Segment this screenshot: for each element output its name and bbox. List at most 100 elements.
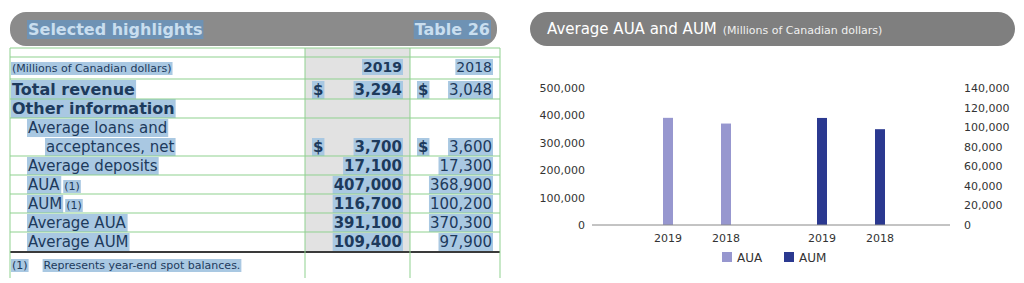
category-label: 2019	[654, 232, 682, 245]
tick-label: 100,000	[540, 192, 586, 205]
category-label: 2018	[866, 232, 894, 245]
table: Selected highlights Table 26 (Millions of …	[10, 12, 500, 278]
column-header: (Millions of Canadian dollars)	[12, 62, 172, 75]
selection-highlight	[417, 81, 429, 99]
bars	[663, 118, 885, 225]
header-bar	[10, 12, 497, 46]
legend-label: AUM	[799, 251, 826, 265]
cell-value: 3,600	[449, 138, 492, 156]
selection-highlight	[354, 138, 403, 156]
selection-highlight	[27, 214, 128, 232]
selection-highlight	[27, 176, 61, 194]
tick-label: 80,000	[964, 141, 1003, 154]
row-label: acceptances, net	[46, 138, 175, 156]
x-axis	[592, 225, 950, 226]
tick-label: 120,000	[964, 102, 1010, 115]
column-header: 2018	[456, 59, 492, 75]
row-label: Average AUM	[28, 233, 129, 251]
selection-highlight	[417, 138, 429, 156]
category-label: 2019	[808, 232, 836, 245]
chart-header-bar	[530, 12, 1015, 46]
column-rule	[10, 48, 11, 278]
cell-value: 116,700	[334, 195, 402, 213]
selection-highlight	[45, 138, 176, 156]
selection-highlight	[27, 195, 63, 213]
selection-highlight	[65, 199, 83, 212]
selection-highlight	[429, 176, 493, 194]
cell-value: 407,000	[334, 176, 402, 194]
selection-highlight	[11, 80, 136, 99]
row-label: Average loans and	[28, 119, 167, 137]
column-rule	[500, 48, 501, 278]
selection-highlight	[429, 214, 493, 232]
bar	[875, 129, 885, 225]
selection-highlight	[362, 59, 403, 75]
bar	[721, 124, 731, 225]
tick-label: 0	[964, 219, 971, 232]
row-label: AUM	[28, 195, 62, 213]
selection-highlight	[414, 20, 491, 39]
selection-highlight	[11, 259, 29, 272]
selection-highlight	[63, 180, 81, 193]
cell-value: 391,100	[334, 214, 402, 232]
column-rule	[305, 48, 306, 278]
row-rule	[10, 175, 500, 176]
row-rule	[10, 118, 500, 119]
row-rule	[10, 79, 500, 80]
selection-highlight	[333, 233, 403, 251]
chart-subtitle: (Millions of Canadian dollars)	[723, 24, 883, 37]
tick-label: 300,000	[540, 137, 586, 150]
footnote-text: Represents year-end spot balances.	[44, 259, 241, 272]
selection-highlight	[27, 157, 159, 175]
footnote-ref: (1)	[64, 180, 80, 193]
selection-highlight	[439, 157, 494, 175]
selection-highlight	[27, 119, 168, 137]
selection-highlight	[312, 138, 324, 156]
selection-highlight	[333, 195, 403, 213]
legend-swatch	[722, 252, 732, 262]
tick-label: 40,000	[964, 180, 1003, 193]
column-rule	[410, 48, 411, 278]
selection-highlight	[43, 259, 242, 272]
row-rule	[10, 99, 500, 100]
selection-highlight	[343, 157, 403, 175]
tick-label: 400,000	[540, 109, 586, 122]
cell-value: 368,900	[430, 176, 492, 194]
selection-highlight	[455, 59, 493, 75]
legend-label: AUA	[737, 251, 763, 265]
currency: $	[313, 81, 323, 99]
chart: Average AUA and AUM(Millions of Canadian…	[530, 12, 1015, 265]
selection-highlight	[429, 195, 493, 213]
tick-label: 20,000	[964, 199, 1003, 212]
selection-highlight	[333, 214, 403, 232]
cell-value: 3,294	[355, 81, 402, 99]
category-label: 2018	[712, 232, 740, 245]
row-rule	[10, 156, 500, 157]
tick-label: 100,000	[964, 121, 1010, 134]
footnote-ref: (1)	[66, 199, 82, 212]
row-label: Average deposits	[28, 157, 158, 175]
selection-highlight	[11, 62, 173, 75]
row-label: AUA	[28, 176, 60, 194]
table-title: Selected highlights	[28, 20, 202, 39]
cell-value: 109,400	[334, 233, 402, 251]
row-label: Average AUA	[28, 214, 127, 232]
tick-label: 60,000	[964, 160, 1003, 173]
row-rule	[10, 48, 500, 49]
tick-label: 200,000	[540, 164, 586, 177]
selection-highlight	[448, 81, 493, 99]
row-label: Other information	[12, 99, 175, 118]
row-rule	[10, 194, 500, 195]
selection-highlight	[27, 20, 203, 39]
currency: $	[418, 81, 428, 99]
selection-highlight	[333, 176, 403, 194]
table-bottom-rule	[10, 251, 500, 253]
selection-highlight	[27, 233, 130, 251]
selection-highlight	[11, 99, 176, 118]
cell-value: 97,900	[440, 233, 493, 251]
selection-highlight	[312, 81, 324, 99]
canvas: Selected highlights Table 26 (Millions of …	[0, 0, 1024, 283]
legend-swatch	[784, 252, 794, 262]
table-label: Table 26	[415, 20, 490, 39]
row-label: Total revenue	[12, 80, 135, 99]
